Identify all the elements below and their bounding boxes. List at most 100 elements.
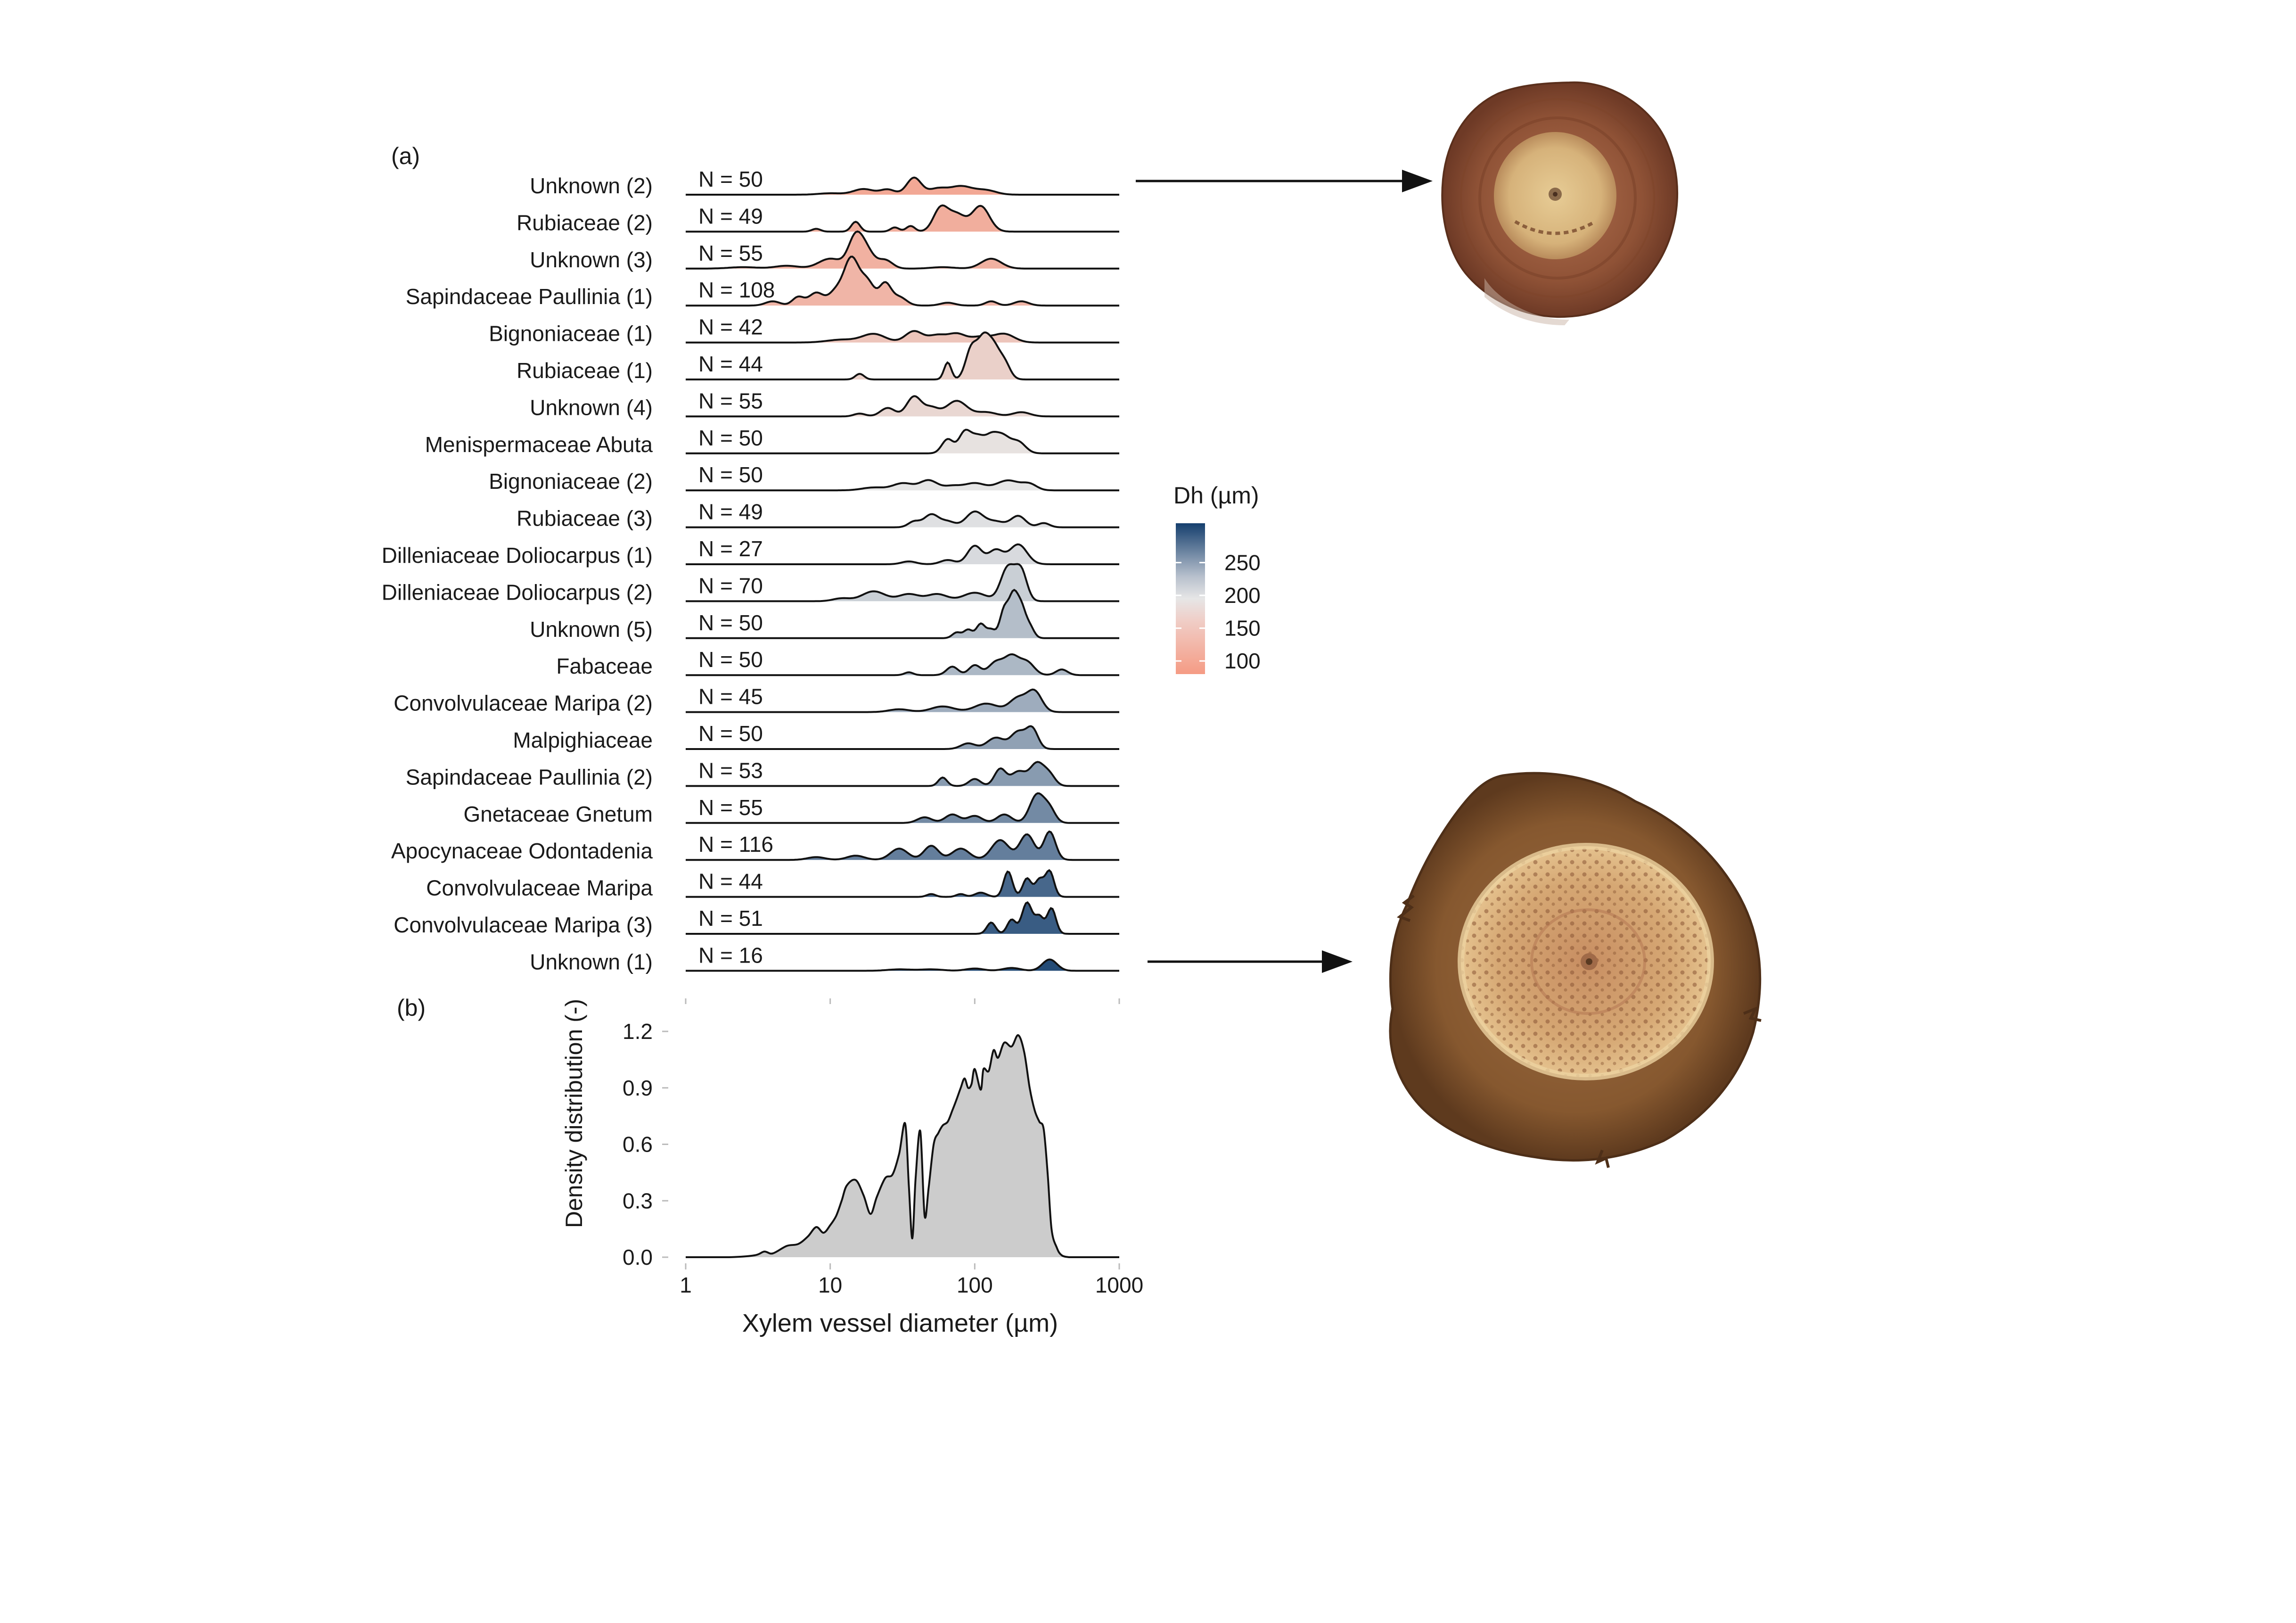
ridge-row: Sapindaceae Paullinia (1) N = 108 <box>406 255 1119 309</box>
ridge-density-area <box>686 902 1119 934</box>
ridge-n-label: N = 108 <box>698 278 775 302</box>
ridge-n-label: N = 45 <box>698 684 763 709</box>
density-area-fill <box>686 1035 1119 1257</box>
ridge-density-area <box>686 726 1119 749</box>
ridge-density-line <box>686 331 1119 380</box>
ridge-density-line <box>686 588 1119 639</box>
ridge-row: Bignoniaceae (1) N = 42 <box>489 315 1119 346</box>
ridge-row: Convolvulaceae Maripa (2) N = 45 <box>394 684 1119 716</box>
ridge-n-label: N = 27 <box>698 536 763 561</box>
ridge-row-label: Unknown (1) <box>530 949 653 974</box>
density-area-chart: 0.0 0.3 0.6 0.9 1.2 1 10 100 1000 <box>623 1019 1143 1297</box>
ridge-row: Apocynaceae Odontadenia N = 116 <box>391 830 1119 863</box>
ridge-row-label: Sapindaceae Paullinia (1) <box>406 284 653 309</box>
ridge-density-area <box>686 831 1119 860</box>
ridge-n-label: N = 70 <box>698 573 763 598</box>
ridge-density-line <box>686 761 1119 787</box>
ridge-density-line <box>686 395 1119 418</box>
ridge-n-label: N = 50 <box>698 610 763 635</box>
ridge-row-label: Dilleniaceae Doliocarpus (2) <box>382 580 653 604</box>
ridge-row: Rubiaceae (2) N = 49 <box>517 204 1119 235</box>
ridge-row: Convolvulaceae Maripa (3) N = 51 <box>394 901 1119 937</box>
ridge-row-label: Malpighiaceae <box>513 728 653 752</box>
ridge-row: Dilleniaceae Doliocarpus (2) N = 70 <box>382 563 1119 604</box>
ridge-n-label: N = 55 <box>698 795 763 820</box>
ridge-density-area <box>686 689 1119 712</box>
ridge-density-line <box>686 563 1119 602</box>
ridge-row-label: Bignoniaceae (1) <box>489 321 653 346</box>
x-tick-label: 10 <box>818 1273 842 1297</box>
ridge-density-line <box>686 230 1119 270</box>
ridge-n-label: N = 49 <box>698 500 763 524</box>
ridge-row: Unknown (3) N = 55 <box>530 230 1119 272</box>
ridge-row-label: Convolvulaceae Maripa (2) <box>394 691 653 716</box>
y-tick-label: 0.9 <box>623 1076 653 1100</box>
legend-tick-label: 150 <box>1224 616 1261 641</box>
ridge-row: Unknown (5) N = 50 <box>530 588 1119 642</box>
ridge-row: Rubiaceae (1) N = 44 <box>517 331 1119 383</box>
ridge-row: Gnetaceae Gnetum N = 55 <box>464 792 1119 826</box>
ridge-n-label: N = 55 <box>698 388 763 413</box>
ridge-density-line <box>686 688 1119 713</box>
ridge-density-area <box>686 511 1119 527</box>
ridge-row-label: Unknown (3) <box>530 247 653 272</box>
ridge-row: Unknown (1) N = 16 <box>530 943 1119 974</box>
ridge-n-label: N = 50 <box>698 721 763 746</box>
ridgeline-x-ticks <box>685 998 1120 1004</box>
ridge-n-label: N = 49 <box>698 204 763 228</box>
ridge-density-line <box>686 830 1119 861</box>
ridge-density-line <box>686 255 1119 307</box>
ridge-density-line <box>686 901 1119 935</box>
panel-label-a: (a) <box>391 143 420 169</box>
ridge-row: Bignoniaceae (2) N = 50 <box>489 462 1119 494</box>
wood-section-image-top <box>1441 81 1679 325</box>
ridge-row-label: Gnetaceae Gnetum <box>464 802 653 826</box>
legend-tick-label: 200 <box>1224 583 1261 608</box>
density-area-line <box>686 1034 1119 1259</box>
y-tick-label: 0.3 <box>623 1188 653 1213</box>
x-tick-label: 100 <box>957 1273 993 1297</box>
legend-colorbar <box>1176 523 1205 674</box>
ridge-density-area <box>686 590 1119 638</box>
ridge-row-label: Sapindaceae Paullinia (2) <box>406 765 653 789</box>
color-legend: Dh (µm) 100 150 200 250 <box>1173 482 1261 674</box>
ridge-density-area <box>686 396 1119 417</box>
ridge-row-label: Unknown (5) <box>530 617 653 642</box>
ridge-row: Sapindaceae Paullinia (2) N = 53 <box>406 758 1119 789</box>
ridge-row-label: Rubiaceae (3) <box>517 506 653 531</box>
ridge-row-label: Dilleniaceae Doliocarpus (1) <box>382 543 653 568</box>
ridge-n-label: N = 50 <box>698 462 763 487</box>
ridge-density-line <box>686 479 1119 492</box>
ridge-n-label: N = 50 <box>698 647 763 672</box>
y-tick-label: 1.2 <box>623 1019 653 1044</box>
ridge-n-label: N = 55 <box>698 241 763 265</box>
ridge-density-line <box>686 176 1119 196</box>
ridge-row-label: Bignoniaceae (2) <box>489 469 653 494</box>
panel-label-b: (b) <box>397 995 426 1021</box>
ridge-row: Malpighiaceae N = 50 <box>513 721 1119 752</box>
ridge-row: Unknown (2) N = 50 <box>530 167 1119 198</box>
ridge-row-label: Unknown (4) <box>530 395 653 420</box>
ridge-density-line <box>686 510 1119 528</box>
ridge-density-line <box>686 330 1119 344</box>
ridge-density-area <box>686 762 1119 786</box>
ridge-n-label: N = 44 <box>698 352 763 376</box>
ridge-row-label: Rubiaceae (1) <box>517 358 653 383</box>
ridge-n-label: N = 50 <box>698 167 763 191</box>
ridge-density-area <box>686 177 1119 195</box>
wood-section-image-bottom <box>1389 772 1762 1168</box>
ridge-n-label: N = 16 <box>698 943 763 967</box>
ridge-n-label: N = 53 <box>698 758 763 783</box>
ridge-row-label: Menispermaceae Abuta <box>425 432 653 457</box>
ridge-density-line <box>686 725 1119 750</box>
y-tick-label: 0.6 <box>623 1132 653 1157</box>
x-tick-label: 1 <box>680 1273 692 1297</box>
ridge-density-area <box>686 564 1119 601</box>
ridge-density-area <box>686 654 1119 676</box>
ridge-row-label: Unknown (2) <box>530 173 653 198</box>
ridge-n-label: N = 50 <box>698 426 763 450</box>
ridge-density-line <box>686 958 1119 972</box>
legend-tick-label: 100 <box>1224 649 1261 673</box>
